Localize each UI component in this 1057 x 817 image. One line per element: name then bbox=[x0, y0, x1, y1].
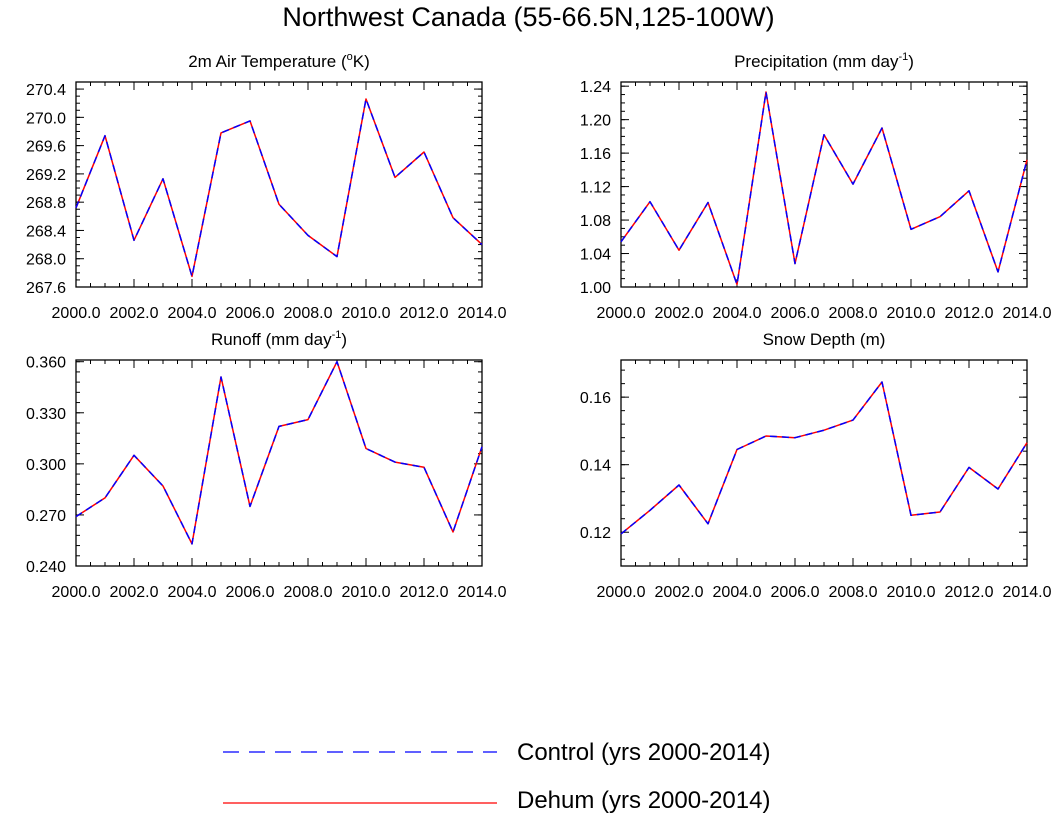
x-tick-label: 2000.0 bbox=[597, 584, 646, 601]
x-tick-label: 2012.0 bbox=[400, 584, 449, 601]
x-tick-label: 2000.0 bbox=[597, 305, 646, 322]
x-tick-label: 2006.0 bbox=[226, 305, 275, 322]
chart-panel-1: 2m Air Temperature (oK) 2000.0 2002.0 2004.… bbox=[26, 51, 507, 322]
x-tick-label: 2002.0 bbox=[655, 584, 704, 601]
y-tick-label: 0.360 bbox=[26, 355, 66, 372]
series-line-control bbox=[620, 91, 1028, 286]
x-tick-label: 2004.0 bbox=[713, 584, 762, 601]
x-tick-label: 2008.0 bbox=[284, 305, 333, 322]
panel-title-tail: ) bbox=[341, 330, 347, 349]
y-tick-label: 1.16 bbox=[580, 146, 611, 163]
x-tick-label: 2006.0 bbox=[226, 584, 275, 601]
plot-frame bbox=[75, 81, 483, 288]
x-tick-label: 2014.0 bbox=[1003, 584, 1052, 601]
y-tick-label: 1.24 bbox=[580, 79, 611, 96]
y-tick-label: 1.00 bbox=[580, 280, 611, 297]
plot-frame bbox=[620, 81, 1028, 288]
y-tick-label: 1.04 bbox=[580, 247, 611, 264]
x-tick-label: 2010.0 bbox=[342, 305, 391, 322]
chart-panel-4: Snow Depth (m) 2000.0 2002.0 2004.0 2006.0 20… bbox=[580, 330, 1052, 601]
legend-control-swatch bbox=[223, 751, 497, 753]
chart-panel-2: Precipitation (mm day-1) 2000.0 2002.0 2004… bbox=[580, 51, 1052, 322]
series-line-control bbox=[75, 98, 483, 278]
panel-title-text: Precipitation (mm day bbox=[734, 52, 899, 71]
x-tick-label: 2000.0 bbox=[52, 584, 101, 601]
x-tick-label: 2006.0 bbox=[771, 584, 820, 601]
series-line-control bbox=[75, 360, 483, 545]
x-tick-label: 2008.0 bbox=[829, 305, 878, 322]
panel-title-tail: ) bbox=[908, 52, 914, 71]
x-tick-label: 2004.0 bbox=[168, 305, 217, 322]
series-line-dehum bbox=[75, 98, 483, 278]
y-tick-label: 268.4 bbox=[26, 223, 66, 240]
x-tick-label: 2012.0 bbox=[400, 305, 449, 322]
y-tick-label: 0.240 bbox=[26, 559, 66, 576]
panel-title-superscript: o bbox=[347, 51, 353, 63]
x-tick-label: 2008.0 bbox=[829, 584, 878, 601]
series-line-control bbox=[620, 381, 1028, 535]
y-tick-label: 268.0 bbox=[26, 252, 66, 269]
panel-title: Snow Depth (m) bbox=[763, 330, 886, 349]
y-tick-label: 1.12 bbox=[580, 180, 611, 197]
legend-control-label: Control (yrs 2000-2014) bbox=[517, 739, 771, 766]
x-tick-label: 2012.0 bbox=[945, 584, 994, 601]
plot-frame bbox=[620, 359, 1028, 567]
panel-title-tail: K) bbox=[353, 52, 370, 71]
y-tick-label: 267.6 bbox=[26, 280, 66, 297]
y-tick-label: 0.12 bbox=[580, 525, 611, 542]
x-tick-label: 2010.0 bbox=[342, 584, 391, 601]
panel-title: Precipitation (mm day-1) bbox=[734, 51, 914, 71]
x-tick-label: 2002.0 bbox=[110, 584, 159, 601]
series-line-dehum bbox=[620, 381, 1028, 535]
x-tick-label: 2012.0 bbox=[945, 305, 994, 322]
x-tick-label: 2010.0 bbox=[887, 305, 936, 322]
y-tick-label: 270.4 bbox=[26, 82, 66, 99]
y-tick-label: 1.08 bbox=[580, 213, 611, 230]
panel-title-text: Runoff (mm day bbox=[211, 330, 332, 349]
legend-dehum-label: Dehum (yrs 2000-2014) bbox=[517, 787, 771, 814]
y-tick-label: 269.2 bbox=[26, 167, 66, 184]
y-tick-label: 0.270 bbox=[26, 508, 66, 525]
y-tick-label: 0.14 bbox=[580, 458, 611, 475]
x-tick-label: 2004.0 bbox=[713, 305, 762, 322]
x-tick-label: 2002.0 bbox=[655, 305, 704, 322]
panel-title: Runoff (mm day-1) bbox=[211, 329, 347, 349]
y-tick-label: 1.20 bbox=[580, 113, 611, 130]
panel-title-superscript: -1 bbox=[898, 51, 908, 63]
panel-title: 2m Air Temperature (oK) bbox=[188, 51, 370, 71]
x-tick-label: 2010.0 bbox=[887, 584, 936, 601]
series-line-dehum bbox=[620, 91, 1028, 286]
panel-title-superscript: -1 bbox=[332, 329, 342, 341]
x-tick-label: 2008.0 bbox=[284, 584, 333, 601]
figure-title: Northwest Canada (55-66.5N,125-100W) bbox=[282, 2, 775, 32]
y-tick-label: 269.6 bbox=[26, 139, 66, 156]
x-tick-label: 2002.0 bbox=[110, 305, 159, 322]
chart-panel-3: Runoff (mm day-1) 2000.0 2002.0 2004.0 2006.… bbox=[26, 329, 507, 601]
y-tick-label: 268.8 bbox=[26, 195, 66, 212]
x-tick-label: 2004.0 bbox=[168, 584, 217, 601]
x-tick-label: 2000.0 bbox=[52, 305, 101, 322]
y-tick-label: 0.16 bbox=[580, 390, 611, 407]
plot-frame bbox=[75, 359, 483, 567]
x-tick-label: 2014.0 bbox=[1003, 305, 1052, 322]
x-tick-label: 2006.0 bbox=[771, 305, 820, 322]
x-tick-label: 2014.0 bbox=[458, 305, 507, 322]
y-tick-label: 270.0 bbox=[26, 110, 66, 127]
panel-title-text: Snow Depth (m) bbox=[763, 330, 886, 349]
legend-dehum-swatch bbox=[223, 802, 497, 804]
x-tick-label: 2014.0 bbox=[458, 584, 507, 601]
y-tick-label: 0.330 bbox=[26, 406, 66, 423]
series-line-dehum bbox=[75, 360, 483, 545]
panel-title-text: 2m Air Temperature ( bbox=[188, 52, 347, 71]
y-tick-label: 0.300 bbox=[26, 457, 66, 474]
